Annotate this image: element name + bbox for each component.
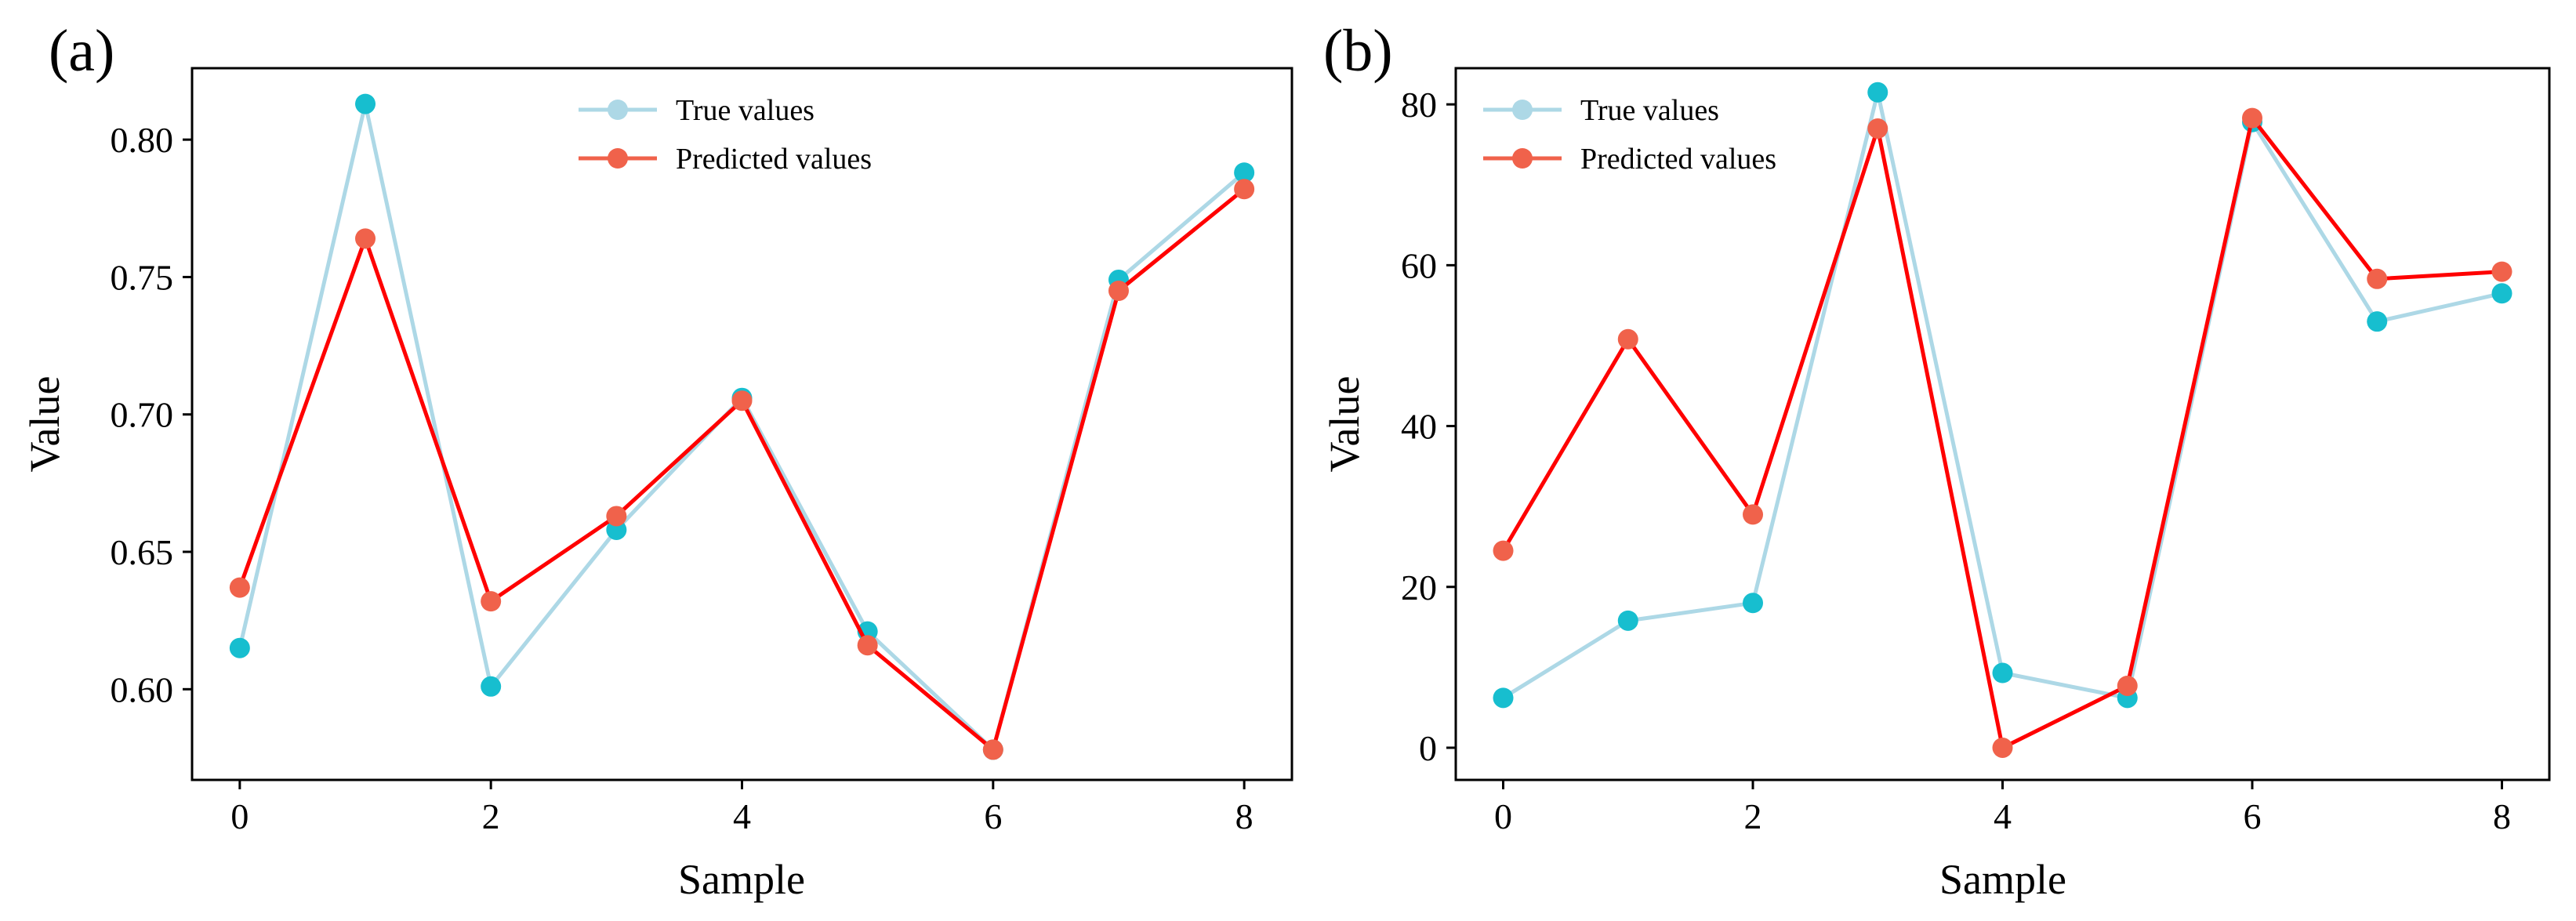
series-true-a bbox=[229, 93, 1255, 760]
data-point-pred bbox=[982, 739, 1003, 760]
chart-panel-b: (b) 0 2 4 6 8 0 20 40 60 80 Sample Value True va… bbox=[1321, 18, 2551, 903]
legend-true-label-b: True values bbox=[1580, 94, 1719, 127]
data-point-true bbox=[1234, 162, 1255, 183]
x-tick-label: 8 bbox=[1235, 796, 1254, 836]
series-pred-b bbox=[1493, 107, 2513, 758]
data-point-true bbox=[1992, 662, 2013, 683]
y-tick-label: 0.80 bbox=[111, 120, 174, 160]
x-axis-label-a: Sample bbox=[678, 856, 805, 903]
data-point-true bbox=[229, 637, 250, 658]
y-axis-label-b: Value bbox=[1321, 376, 1368, 473]
x-axis-label-b: Sample bbox=[1939, 856, 2066, 903]
y-tick-label: 0.70 bbox=[111, 395, 174, 435]
series-line-true bbox=[238, 102, 1246, 752]
data-point-pred bbox=[1493, 540, 1514, 561]
data-point-pred bbox=[1617, 328, 1638, 350]
legend-true-marker-a bbox=[608, 100, 628, 120]
data-point-true bbox=[1743, 593, 1764, 614]
data-point-true bbox=[2491, 283, 2513, 304]
x-tick-label: 6 bbox=[2243, 796, 2261, 836]
data-point-true bbox=[1493, 687, 1514, 709]
data-point-true bbox=[355, 93, 376, 114]
data-point-pred bbox=[1992, 737, 2013, 758]
xticks-b: 0 2 4 6 8 bbox=[1494, 780, 2511, 836]
x-tick-label: 0 bbox=[1494, 796, 1512, 836]
data-point-pred bbox=[1867, 118, 1888, 139]
y-tick-label: 80 bbox=[1401, 85, 1437, 125]
series-line-pred bbox=[238, 187, 1246, 752]
data-point-pred bbox=[1108, 280, 1129, 301]
data-point-pred bbox=[2241, 107, 2262, 129]
data-point-pred bbox=[2367, 268, 2388, 289]
y-tick-label: 0 bbox=[1419, 728, 1437, 768]
panel-label-b: (b) bbox=[1323, 18, 1393, 84]
data-point-pred bbox=[1743, 504, 1764, 525]
y-tick-label: 0.75 bbox=[111, 257, 174, 297]
y-tick-label: 60 bbox=[1401, 245, 1437, 285]
data-point-pred bbox=[481, 591, 502, 612]
x-tick-label: 0 bbox=[230, 796, 249, 836]
x-tick-label: 4 bbox=[733, 796, 751, 836]
legend-pred-label-a: Predicted values bbox=[676, 143, 872, 176]
chart-panel-a: (a) 0 2 4 6 8 0.60 0.65 0.70 0.75 0.80 Sample Va… bbox=[21, 18, 1293, 903]
data-point-pred bbox=[1234, 179, 1255, 200]
data-point-pred bbox=[2117, 675, 2138, 696]
legend-b: True values Predicted values bbox=[1483, 94, 1776, 176]
data-point-pred bbox=[2491, 261, 2513, 282]
y-tick-label: 20 bbox=[1401, 567, 1437, 607]
y-tick-label: 0.60 bbox=[111, 669, 174, 709]
legend-pred-marker-b bbox=[1512, 148, 1533, 169]
data-point-true bbox=[1617, 610, 1638, 631]
data-point-pred bbox=[731, 390, 753, 412]
y-tick-label: 0.65 bbox=[111, 532, 174, 572]
x-tick-label: 6 bbox=[984, 796, 1002, 836]
data-point-pred bbox=[355, 228, 376, 249]
x-tick-label: 4 bbox=[1994, 796, 2012, 836]
data-point-true bbox=[2367, 311, 2388, 332]
series-line-true bbox=[1502, 90, 2503, 700]
yticks-a: 0.60 0.65 0.70 0.75 0.80 bbox=[111, 120, 192, 709]
legend-a: True values Predicted values bbox=[579, 94, 872, 176]
data-point-pred bbox=[606, 506, 627, 527]
y-tick-label: 40 bbox=[1401, 407, 1437, 447]
panel-label-a: (a) bbox=[49, 18, 114, 84]
series-line-pred bbox=[1501, 116, 2502, 750]
xticks-a: 0 2 4 6 8 bbox=[230, 780, 1254, 836]
x-tick-label: 2 bbox=[1744, 796, 1762, 836]
legend-true-label-a: True values bbox=[676, 94, 815, 127]
legend-true-marker-b bbox=[1512, 100, 1533, 120]
series-pred-a bbox=[229, 179, 1255, 760]
x-tick-label: 2 bbox=[482, 796, 500, 836]
legend-pred-label-b: Predicted values bbox=[1580, 143, 1776, 176]
series-true-b bbox=[1493, 82, 2513, 709]
data-point-pred bbox=[229, 577, 250, 598]
x-tick-label: 8 bbox=[2493, 796, 2511, 836]
data-point-true bbox=[481, 676, 502, 697]
y-axis-label-a: Value bbox=[21, 376, 68, 473]
data-point-true bbox=[1867, 82, 1888, 103]
legend-pred-marker-a bbox=[608, 148, 628, 169]
yticks-b: 0 20 40 60 80 bbox=[1401, 85, 1456, 768]
data-point-pred bbox=[857, 635, 878, 656]
